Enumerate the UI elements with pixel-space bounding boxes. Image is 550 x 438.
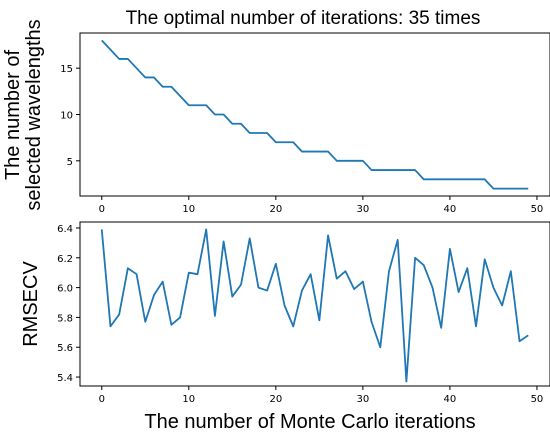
chart-title: The optimal number of iterations: 35 tim… xyxy=(126,8,481,29)
bottom-ytick-label: 6.4 xyxy=(57,224,73,235)
bottom-ytick-label: 6.0 xyxy=(57,284,73,295)
bottom-ylabel: RMSECV xyxy=(20,261,42,347)
bottom-plot-frame xyxy=(79,221,550,387)
top-ytick-label: 15 xyxy=(60,64,73,75)
bottom-xtick-label: 0 xyxy=(99,394,105,405)
top-plot-frame xyxy=(79,32,550,197)
bottom-xtick-label: 20 xyxy=(269,394,282,405)
top-plot: The number of selected wavelengths 0 10 20… xyxy=(2,19,550,215)
bottom-xtick-label: 40 xyxy=(444,394,457,405)
top-xtick-label: 0 xyxy=(99,204,105,215)
top-series-line xyxy=(101,39,529,190)
bottom-tick-labels: 0 10 20 30 40 50 5.4 5.6 5.8 6.0 6.2 6.4 xyxy=(57,224,543,405)
top-xtick-label: 50 xyxy=(531,204,544,215)
bottom-ytick-label: 6.2 xyxy=(57,254,73,265)
bottom-xtick-label: 50 xyxy=(531,394,544,405)
top-ticks xyxy=(76,67,538,200)
bottom-xtick-label: 30 xyxy=(357,394,370,405)
top-ylabel-line-1: The number of xyxy=(2,50,24,181)
top-xtick-label: 20 xyxy=(269,204,282,215)
bottom-xtick-label: 10 xyxy=(182,394,195,405)
bottom-xlabel: The number of Monte Carlo iterations xyxy=(144,411,475,433)
top-xtick-label: 30 xyxy=(357,204,370,215)
bottom-ytick-label: 5.8 xyxy=(57,313,73,324)
top-xtick-label: 10 xyxy=(182,204,195,215)
bottom-series-line xyxy=(100,228,529,383)
bottom-ytick-label: 5.6 xyxy=(57,343,73,354)
top-tick-labels: 0 10 20 30 40 50 5 10 15 xyxy=(60,64,543,215)
top-xtick-label: 40 xyxy=(444,204,457,215)
top-ytick-label: 5 xyxy=(67,157,73,168)
top-ylabel-line-2: selected wavelengths xyxy=(23,19,45,210)
bottom-ticks xyxy=(76,227,538,390)
bottom-ytick-label: 5.4 xyxy=(57,373,73,384)
top-ytick-label: 10 xyxy=(60,111,73,122)
bottom-plot: RMSECV The number of Monte Carlo iterati… xyxy=(20,221,550,433)
